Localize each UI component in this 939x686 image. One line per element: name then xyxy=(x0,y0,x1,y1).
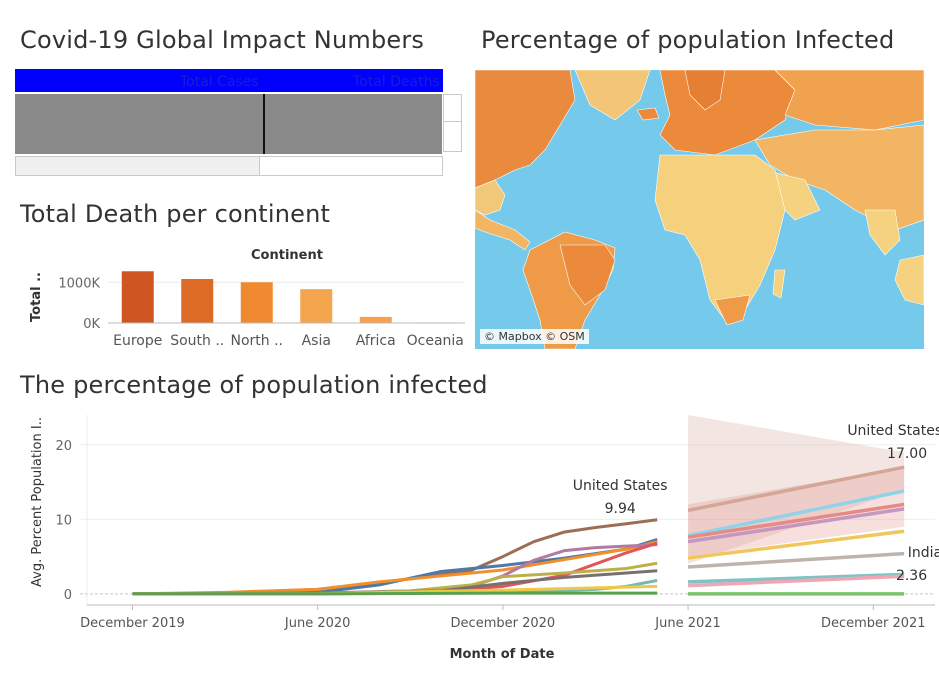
bar-ytick-label: 1000K xyxy=(58,276,100,291)
continent-bar-chart: Continent Total .. 0K 1000K Europe South .. No… xyxy=(29,248,465,349)
forecast-line-4 xyxy=(687,529,905,560)
map-region-south-africa xyxy=(714,294,751,326)
bar-category-label: Asia xyxy=(302,333,331,349)
forecast-line-6 xyxy=(688,572,905,584)
map-region-india xyxy=(864,209,901,256)
line-ylabel: Avg. Percent Population I.. xyxy=(30,417,45,587)
series-line-1 xyxy=(132,538,658,596)
world-map[interactable] xyxy=(475,70,924,349)
bar-south xyxy=(181,279,214,323)
bar-africa xyxy=(359,316,392,323)
forecast-line-3 xyxy=(687,507,905,544)
map-region-australia xyxy=(894,254,924,306)
line-ytick-label: 20 xyxy=(55,439,72,454)
bar-category-label: North .. xyxy=(230,333,283,349)
annotation-label: United States xyxy=(847,423,939,439)
line-xtick-label: December 2021 xyxy=(821,616,926,631)
table-column-divider xyxy=(263,94,265,154)
header-total-deaths[interactable]: Total Deaths xyxy=(353,74,440,90)
forecast-line-0 xyxy=(687,465,905,513)
annotation-value: 17.00 xyxy=(887,446,927,462)
map-region-russia xyxy=(774,70,924,131)
map-region-scandinavia xyxy=(684,70,726,111)
bar-category-label: Africa xyxy=(356,333,396,349)
map-title: Percentage of population Infected xyxy=(481,26,895,54)
bar-ylabel: Total .. xyxy=(29,272,44,322)
bar-north xyxy=(240,282,273,323)
vertical-scrollbar[interactable] xyxy=(443,94,462,152)
line-xtick-label: June 2020 xyxy=(284,616,351,631)
map-region-madagascar xyxy=(772,269,786,299)
table-body xyxy=(15,94,442,154)
global-impact-title: Covid-19 Global Impact Numbers xyxy=(20,26,425,54)
forecast-line-1 xyxy=(687,489,905,538)
header-total-cases[interactable]: Total Cases xyxy=(180,74,259,90)
bar-ytick-label: 0K xyxy=(83,317,100,332)
map-shapes xyxy=(475,70,924,349)
bar-asia xyxy=(300,289,333,323)
annotation-label: United States xyxy=(573,478,668,494)
forecast-line-7 xyxy=(687,574,905,588)
map-attribution[interactable]: © Mapbox © OSM xyxy=(480,329,589,344)
bar-category-label: Oceania xyxy=(407,333,464,349)
line-xtick-label: December 2019 xyxy=(80,616,185,631)
map-region-greenland xyxy=(574,70,651,121)
annotation-value: 2.36 xyxy=(896,568,927,584)
map-region-north-america xyxy=(475,70,576,189)
map-region-brazil xyxy=(559,244,616,306)
line-ytick-label: 0 xyxy=(64,588,72,603)
horizontal-scrollbar-thumb[interactable] xyxy=(15,156,260,176)
trend-title: The percentage of population infected xyxy=(20,371,488,399)
annotation-label: India xyxy=(908,545,939,561)
series-line-2 xyxy=(132,540,658,596)
continent-title: Total Death per continent xyxy=(20,200,331,228)
bar-category-label: Europe xyxy=(113,333,162,349)
annotation-value: 9.94 xyxy=(605,501,636,517)
line-ytick-label: 10 xyxy=(55,513,72,528)
map-region-central-america xyxy=(475,179,506,216)
bar-europe xyxy=(121,271,154,323)
series-line-9 xyxy=(132,591,658,596)
line-xlabel: Month of Date xyxy=(450,647,555,662)
forecast-line-5 xyxy=(687,551,905,569)
table-header: Total Cases Total Deaths xyxy=(15,69,443,92)
population-infected-line-chart: 0 10 20 December 2019 June 2020 December 2020… xyxy=(30,415,939,662)
map-region-mexico xyxy=(475,209,531,251)
line-xtick-label: June 2021 xyxy=(654,616,721,631)
map-region-iceland xyxy=(636,107,660,121)
map-region-africa xyxy=(654,154,786,321)
line-xtick-label: December 2020 xyxy=(451,616,556,631)
forecast-line-2 xyxy=(687,502,905,539)
scrollbar-thumb[interactable] xyxy=(443,121,462,122)
bar-category-label: South .. xyxy=(170,333,224,349)
bar-chart-title: Continent xyxy=(251,248,323,263)
